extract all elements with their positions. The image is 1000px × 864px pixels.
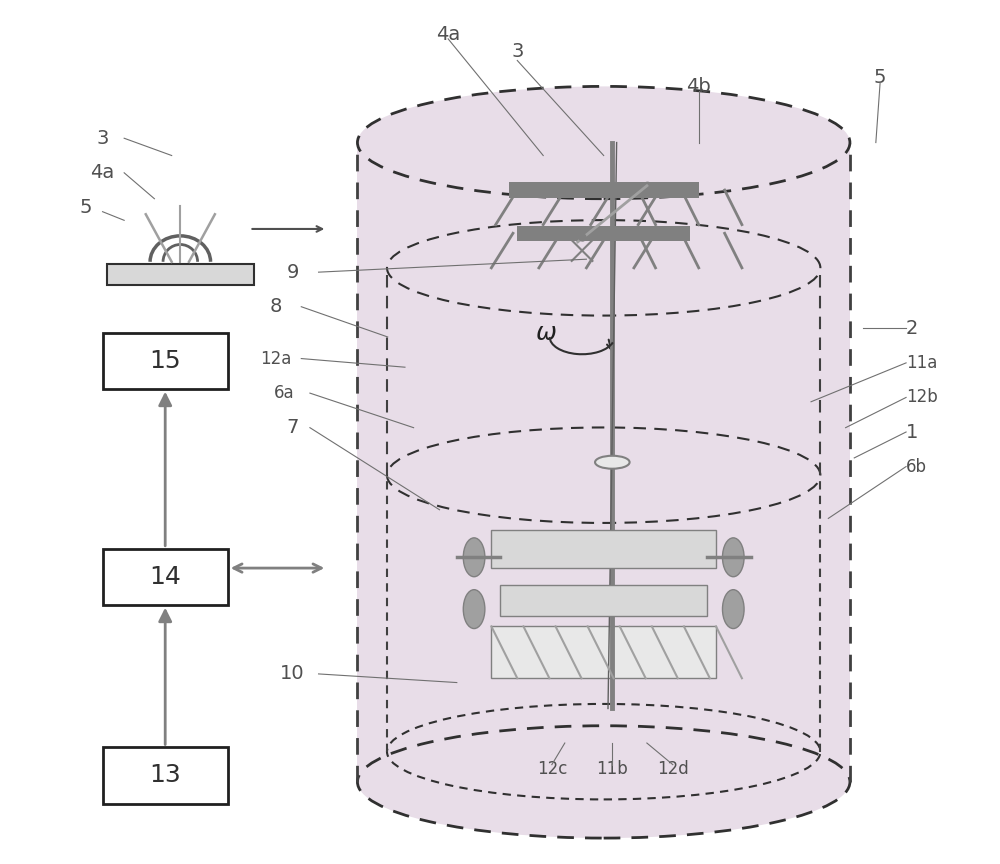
- Text: 15: 15: [149, 349, 181, 372]
- Text: 3: 3: [511, 42, 523, 61]
- Text: 4b: 4b: [686, 77, 711, 96]
- FancyBboxPatch shape: [509, 182, 699, 198]
- Text: 2: 2: [906, 319, 918, 338]
- Text: 12a: 12a: [260, 350, 291, 367]
- Text: 8: 8: [269, 297, 282, 316]
- Ellipse shape: [722, 537, 744, 577]
- Text: 10: 10: [280, 664, 305, 683]
- Ellipse shape: [357, 86, 850, 199]
- Text: 6b: 6b: [906, 458, 927, 475]
- Ellipse shape: [722, 590, 744, 629]
- FancyBboxPatch shape: [103, 747, 228, 804]
- Ellipse shape: [595, 456, 630, 468]
- Text: 4a: 4a: [90, 163, 115, 182]
- Text: 12d: 12d: [657, 760, 689, 778]
- Text: 4a: 4a: [436, 25, 460, 44]
- Text: 11b: 11b: [596, 760, 628, 778]
- FancyBboxPatch shape: [517, 226, 690, 241]
- Text: 13: 13: [149, 764, 181, 787]
- Text: 5: 5: [874, 68, 886, 87]
- FancyBboxPatch shape: [107, 264, 254, 285]
- Text: 5: 5: [79, 198, 92, 217]
- Text: 14: 14: [149, 565, 181, 588]
- Ellipse shape: [357, 726, 850, 838]
- FancyBboxPatch shape: [491, 530, 716, 568]
- Text: 6a: 6a: [274, 384, 294, 402]
- Text: 3: 3: [96, 129, 109, 148]
- Text: 7: 7: [286, 418, 299, 437]
- Text: $\omega$: $\omega$: [535, 321, 556, 345]
- Polygon shape: [357, 143, 850, 782]
- Ellipse shape: [463, 590, 485, 629]
- FancyBboxPatch shape: [103, 333, 228, 389]
- Text: 12b: 12b: [906, 389, 938, 406]
- Text: 9: 9: [286, 263, 299, 282]
- FancyBboxPatch shape: [103, 549, 228, 605]
- Text: 12c: 12c: [537, 760, 567, 778]
- Ellipse shape: [463, 537, 485, 577]
- FancyBboxPatch shape: [500, 585, 707, 616]
- Text: 11a: 11a: [906, 354, 937, 372]
- Text: 1: 1: [906, 422, 918, 442]
- FancyBboxPatch shape: [491, 626, 716, 678]
